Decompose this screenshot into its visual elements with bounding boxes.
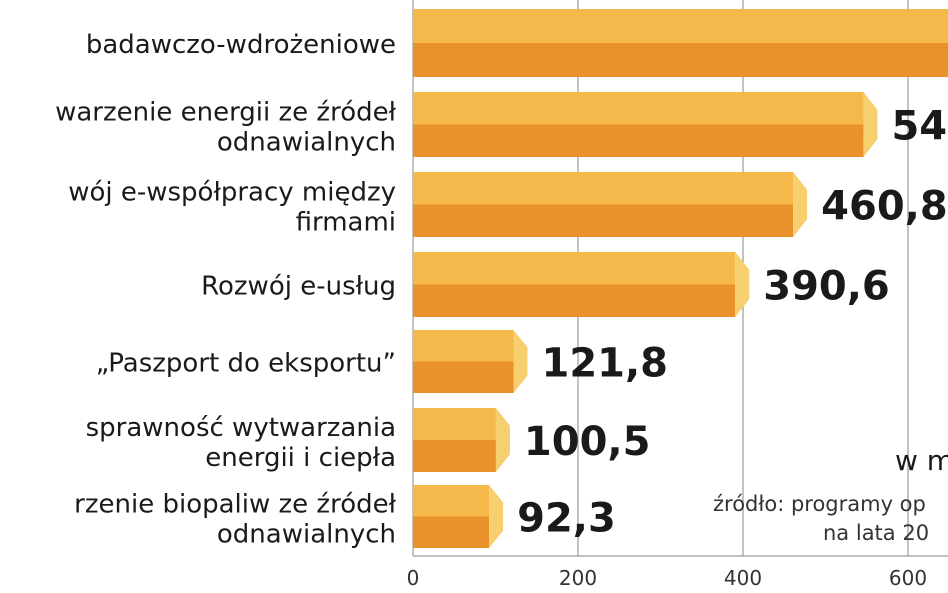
category-label: rzenie biopaliw ze źródeł <box>74 490 396 520</box>
category-label: sprawność wytwarzania <box>86 413 396 443</box>
bar-end-cap <box>489 485 504 548</box>
bar-value-label: 121,8 <box>541 341 668 387</box>
source-note-line1: źródło: programy op <box>713 492 926 516</box>
unit-label: w m <box>895 444 948 477</box>
category-label: odnawialnych <box>217 520 396 550</box>
bar-end-cap <box>793 172 808 237</box>
bar-end-cap <box>863 92 878 157</box>
bar-end-cap <box>735 252 750 317</box>
category-label: warzenie energii ze źródeł <box>55 98 396 128</box>
bar-top-face <box>413 408 496 440</box>
bar-top-face <box>413 252 736 285</box>
category-label: energii i ciepła <box>205 443 396 473</box>
bar-bottom-face <box>413 204 794 237</box>
x-tick-label: 600 <box>889 566 927 590</box>
bar-top-face <box>413 9 948 43</box>
x-tick-label: 0 <box>407 566 420 590</box>
bar-bottom-face <box>413 284 736 317</box>
bar-bottom-face <box>413 43 948 77</box>
bar-value-label: 546 <box>891 104 948 150</box>
bar-top-face <box>413 485 490 517</box>
bar-value-label: 460,8 <box>821 184 948 230</box>
bar-end-cap <box>495 408 510 472</box>
bar-end-cap <box>513 330 528 393</box>
bar-bottom-face <box>413 516 490 548</box>
x-tick-label: 200 <box>559 566 597 590</box>
bar-value-label: 100,5 <box>524 419 651 465</box>
x-tick-label: 400 <box>724 566 762 590</box>
category-label: badawczo-wdrożeniowe <box>86 30 396 60</box>
category-label: „Paszport do eksportu” <box>96 349 396 379</box>
category-label: firmami <box>296 208 396 238</box>
bar-value-label: 92,3 <box>517 496 616 542</box>
bar-top-face <box>413 330 514 362</box>
category-label: odnawialnych <box>217 128 396 158</box>
bar-top-face <box>413 92 864 125</box>
source-note-line2: na lata 20 <box>823 521 929 545</box>
bar-bottom-face <box>413 124 864 157</box>
bar-bottom-face <box>413 440 496 472</box>
bar-top-face <box>413 172 794 205</box>
category-label: wój e-współpracy między <box>68 178 396 208</box>
bar-bottom-face <box>413 361 514 393</box>
bar-value-label: 390,6 <box>763 264 890 310</box>
category-label: Rozwój e-usług <box>201 272 396 302</box>
